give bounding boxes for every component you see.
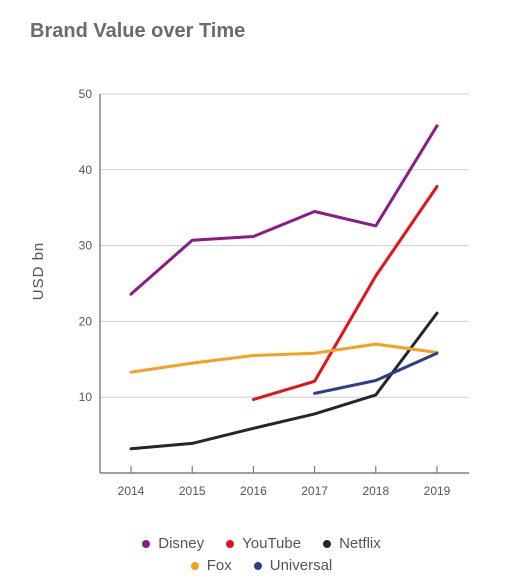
series-line-netflix <box>129 311 439 451</box>
legend-marker-fox <box>190 561 199 570</box>
x-tick-label: 2017 <box>301 484 328 498</box>
x-tick-labels: 2014 2015 2016 2017 2018 2019 <box>118 484 451 498</box>
series-line-disney <box>129 124 439 296</box>
legend-label-universal: Universal <box>269 557 333 574</box>
y-tick-label: 10 <box>79 390 93 404</box>
legend-row-2: Fox Universal <box>0 557 523 574</box>
series-lines <box>129 124 439 451</box>
legend-row-1: Disney YouTube Netflix <box>0 535 523 552</box>
legend-marker-youtube <box>226 539 235 548</box>
legend-label-netflix: Netflix <box>339 535 381 552</box>
gridlines <box>100 93 469 398</box>
legend-item-fox: Fox <box>190 557 232 574</box>
legend-item-youtube: YouTube <box>226 535 301 552</box>
legend-item-disney: Disney <box>142 535 204 552</box>
legend-label-fox: Fox <box>206 557 232 574</box>
series-line-fox <box>129 342 439 374</box>
chart-title: Brand Value over Time <box>30 20 246 42</box>
legend-marker-universal <box>253 561 262 570</box>
series-line-youtube <box>251 185 439 401</box>
x-tick-label: 2018 <box>362 484 389 498</box>
legend-marker-netflix <box>323 539 332 548</box>
x-tick-label: 2015 <box>179 484 206 498</box>
axes <box>99 94 469 474</box>
y-tick-label: 20 <box>79 314 93 328</box>
y-tick-label: 50 <box>79 87 93 101</box>
y-axis-title: USD bn <box>30 242 47 301</box>
legend-item-universal: Universal <box>253 557 333 574</box>
legend-item-netflix: Netflix <box>323 535 381 552</box>
series-line-universal <box>313 351 439 395</box>
legend-label-disney: Disney <box>158 535 205 552</box>
legend-label-youtube: YouTube <box>242 535 302 552</box>
x-tick-label: 2019 <box>424 484 451 498</box>
y-tick-labels: 10 20 30 40 50 <box>79 87 93 404</box>
x-tick-label: 2016 <box>240 484 267 498</box>
y-tick-label: 40 <box>79 163 93 177</box>
y-tick-label: 30 <box>79 239 93 253</box>
line-chart: 10 20 30 40 50 2014 2015 2016 2017 2018 2019 USD … <box>30 87 469 498</box>
x-tick-label: 2014 <box>118 484 145 498</box>
legend-marker-disney <box>142 539 151 548</box>
